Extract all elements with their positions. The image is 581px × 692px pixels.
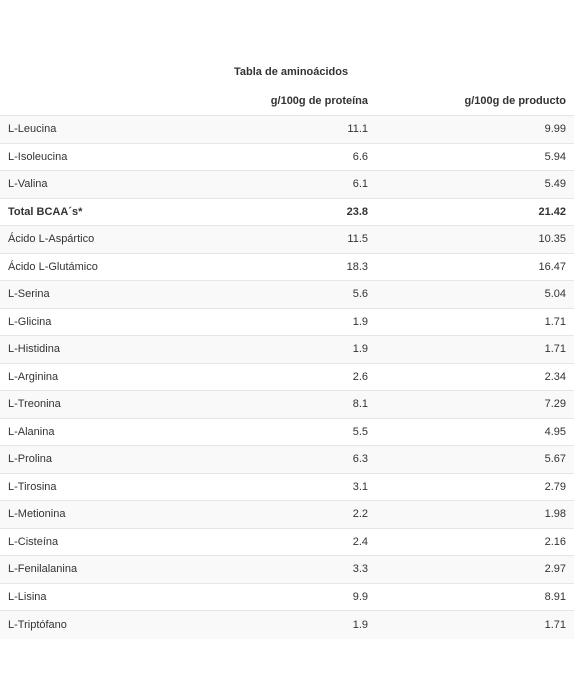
cell-per-product: 1.71: [544, 343, 566, 356]
cell-per-product: 2.97: [544, 563, 566, 576]
cell-per-product: 16.47: [538, 260, 566, 273]
cell-per-protein: 18.3: [346, 260, 368, 273]
table-row: Ácido L-Glutámico 18.3 16.47: [0, 253, 574, 281]
cell-per-product: 2.79: [544, 480, 566, 493]
cell-amino-acid-name: Ácido L-Aspártico: [8, 233, 95, 246]
cell-amino-acid-name: L-Cisteína: [8, 535, 59, 548]
table-row: L-Triptófano 1.9 1.71: [0, 611, 574, 639]
cell-per-protein: 2.2: [352, 508, 368, 521]
table-caption: Tabla de aminoácidos: [234, 66, 349, 78]
cell-per-product: 7.29: [544, 398, 566, 411]
cell-amino-acid-name: L-Prolina: [8, 453, 53, 466]
table-row: L-Glicina 1.9 1.71: [0, 308, 574, 336]
cell-per-protein: 3.3: [352, 563, 368, 576]
cell-per-protein: 23.8: [346, 205, 368, 218]
cell-per-product: 2.16: [544, 535, 566, 548]
cell-per-protein: 6.6: [352, 150, 368, 163]
cell-amino-acid-name: L-Glicina: [8, 315, 52, 328]
cell-per-product: 1.98: [544, 508, 566, 521]
cell-per-product: 5.67: [544, 453, 566, 466]
cell-amino-acid-name: Ácido L-Glutámico: [8, 260, 98, 273]
cell-per-product: 5.94: [544, 150, 566, 163]
table-header-row: g/100g de proteína g/100g de producto: [0, 86, 574, 116]
cell-per-protein: 6.3: [352, 453, 368, 466]
table-row: Total BCAA´s* 23.8 21.42: [0, 198, 574, 226]
cell-amino-acid-name: L-Isoleucina: [8, 150, 68, 163]
table-row: L-Valina 6.1 5.49: [0, 171, 574, 199]
cell-amino-acid-name: L-Leucina: [8, 123, 57, 136]
cell-amino-acid-name: L-Tirosina: [8, 480, 57, 493]
table-row: L-Metionina 2.2 1.98: [0, 501, 574, 529]
cell-per-product: 5.04: [544, 288, 566, 301]
cell-per-product: 1.71: [544, 315, 566, 328]
cell-per-protein: 5.5: [352, 425, 368, 438]
table-row: L-Histidina 1.9 1.71: [0, 336, 574, 364]
table-row: L-Fenilalanina 3.3 2.97: [0, 556, 574, 584]
cell-per-protein: 2.6: [352, 370, 368, 383]
cell-amino-acid-name: L-Histidina: [8, 343, 60, 356]
cell-amino-acid-name: L-Alanina: [8, 425, 55, 438]
cell-per-protein: 1.9: [352, 343, 368, 356]
table-row: L-Treonina 8.1 7.29: [0, 391, 574, 419]
table-body: L-Leucina 11.1 9.99 L-Isoleucina 6.6 5.94 L-Va…: [0, 116, 574, 639]
cell-per-protein: 6.1: [352, 178, 368, 191]
amino-acid-table: Tabla de aminoácidos g/100g de proteína …: [0, 58, 574, 639]
cell-amino-acid-name: L-Treonina: [8, 398, 61, 411]
cell-per-protein: 1.9: [352, 315, 368, 328]
table-row: L-Tirosina 3.1 2.79: [0, 473, 574, 501]
cell-per-product: 2.34: [544, 370, 566, 383]
table-row: L-Alanina 5.5 4.95: [0, 418, 574, 446]
cell-per-product: 10.35: [538, 233, 566, 246]
table-row: L-Cisteína 2.4 2.16: [0, 528, 574, 556]
table-row: L-Leucina 11.1 9.99: [0, 116, 574, 144]
cell-per-protein: 5.6: [352, 288, 368, 301]
header-per-product: g/100g de producto: [464, 94, 566, 107]
table-row: L-Lisina 9.9 8.91: [0, 583, 574, 611]
cell-amino-acid-name: L-Valina: [8, 178, 48, 191]
cell-amino-acid-name: L-Arginina: [8, 370, 59, 383]
cell-per-product: 4.95: [544, 425, 566, 438]
cell-per-product: 21.42: [538, 205, 566, 218]
cell-per-protein: 3.1: [352, 480, 368, 493]
table-row: L-Prolina 6.3 5.67: [0, 446, 574, 474]
table-row: L-Isoleucina 6.6 5.94: [0, 143, 574, 171]
cell-amino-acid-name: L-Fenilalanina: [8, 563, 78, 576]
cell-per-protein: 11.5: [347, 233, 368, 246]
cell-amino-acid-name: Total BCAA´s*: [8, 205, 83, 218]
cell-per-product: 1.71: [544, 618, 566, 631]
cell-per-protein: 2.4: [352, 535, 368, 548]
cell-amino-acid-name: L-Triptófano: [8, 618, 67, 631]
cell-per-product: 8.91: [544, 590, 566, 603]
header-per-protein: g/100g de proteína: [270, 94, 368, 107]
cell-amino-acid-name: L-Lisina: [8, 590, 47, 603]
cell-amino-acid-name: L-Metionina: [8, 508, 66, 521]
table-row: L-Arginina 2.6 2.34: [0, 363, 574, 391]
table-row: Ácido L-Aspártico 11.5 10.35: [0, 226, 574, 254]
cell-per-protein: 1.9: [352, 618, 368, 631]
table-row: L-Serina 5.6 5.04: [0, 281, 574, 309]
cell-amino-acid-name: L-Serina: [8, 288, 50, 301]
cell-per-protein: 11.1: [347, 123, 368, 136]
cell-per-product: 9.99: [544, 123, 566, 136]
cell-per-product: 5.49: [544, 178, 566, 191]
cell-per-protein: 9.9: [352, 590, 368, 603]
cell-per-protein: 8.1: [352, 398, 368, 411]
